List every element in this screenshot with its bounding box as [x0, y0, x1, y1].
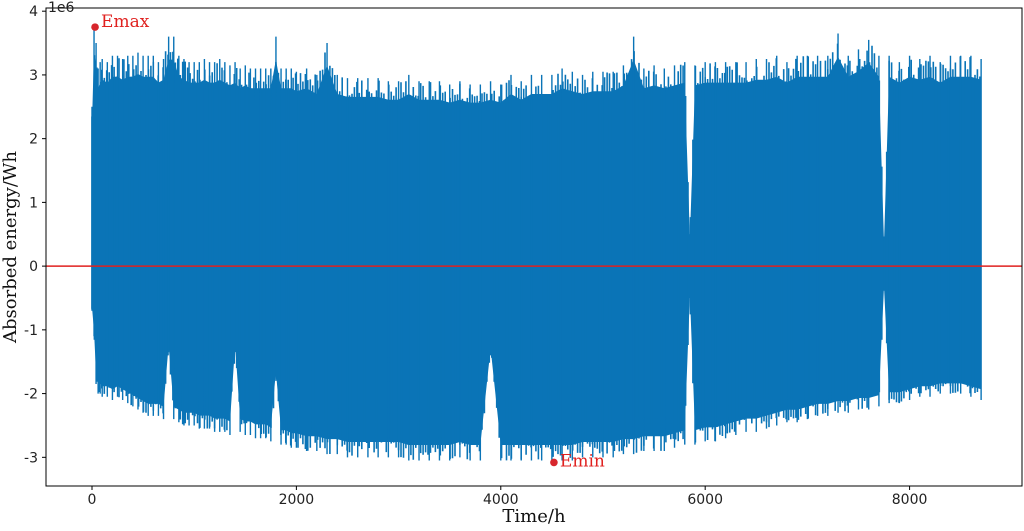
plot-frame — [45, 7, 1023, 487]
y-axis-ticks: -3 -2 -1 0 1 2 3 4 — [24, 4, 46, 466]
energy-series — [91, 27, 982, 461]
y-tick-label: -2 — [24, 387, 38, 403]
x-axis-ticks: 0 2000 4000 6000 8000 — [88, 486, 928, 508]
emax-label: Emax — [101, 12, 150, 32]
y-tick-label: 1 — [29, 195, 38, 211]
y-tick-label: -3 — [24, 450, 38, 466]
x-tick-label: 2000 — [279, 492, 315, 508]
annotations: Emax Emin — [91, 12, 605, 471]
x-tick-label: 6000 — [687, 492, 723, 508]
emin-marker — [550, 458, 558, 467]
x-tick-label: 8000 — [892, 492, 928, 508]
y-tick-label: 4 — [29, 4, 38, 20]
x-tick-label: 4000 — [483, 492, 519, 508]
x-tick-label: 0 — [88, 492, 97, 508]
y-axis-title: Absorbed energy/Wh — [0, 151, 21, 344]
x-axis-title: Time/h — [502, 506, 566, 526]
y-tick-label: 3 — [29, 68, 38, 84]
emin-label: Emin — [560, 451, 605, 471]
y-tick-label: 2 — [29, 132, 38, 148]
y-tick-label: 0 — [29, 259, 38, 275]
y-tick-label: -1 — [24, 323, 38, 339]
emax-marker — [91, 23, 99, 31]
y-scale-factor-label: 1e6 — [48, 0, 75, 16]
